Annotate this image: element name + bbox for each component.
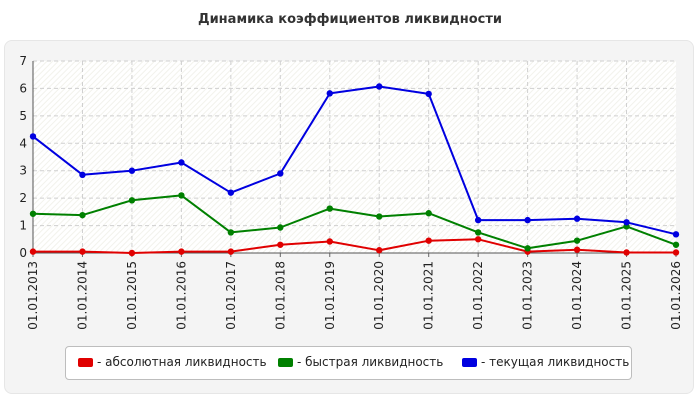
legend-item-current: - текущая ликвидность: [462, 355, 629, 369]
data-point: [524, 245, 531, 252]
x-tick-label: 01.01.2024: [570, 261, 584, 330]
data-point: [29, 133, 37, 140]
x-tick-label: 01.01.2015: [125, 261, 139, 330]
data-point: [277, 241, 284, 248]
data-point: [524, 216, 531, 224]
legend-label-current: - текущая ликвидность: [481, 355, 630, 369]
x-tick-label: 01.01.2026: [669, 261, 683, 330]
x-tick-label: 01.01.2022: [471, 261, 485, 330]
series-line-1: [32, 194, 677, 250]
data-point: [29, 248, 37, 255]
data-point: [128, 197, 136, 204]
data-point: [672, 231, 680, 238]
data-point: [277, 170, 284, 177]
data-point: [326, 238, 333, 245]
data-point: [573, 215, 581, 222]
legend-swatch-current: [462, 357, 477, 367]
data-point: [227, 248, 235, 255]
data-point: [178, 159, 185, 166]
legend-label-quick: - быстрая ликвидность: [297, 355, 444, 369]
legend-swatch-absolute: [78, 357, 93, 367]
legend-item-absolute: - абсолютная ликвидность: [78, 355, 267, 369]
legend-label-absolute: - абсолютная ликвидность: [97, 355, 267, 369]
data-point: [376, 213, 383, 220]
data-point: [79, 211, 86, 219]
x-tick-label: 01.01.2025: [620, 261, 634, 330]
data-point: [79, 248, 86, 255]
chart-title: Динамика коэффициентов ликвидности: [198, 12, 502, 27]
data-point: [376, 247, 383, 254]
data-point: [277, 224, 284, 231]
data-point: [474, 236, 482, 243]
data-point: [178, 248, 185, 255]
x-tick-label: 01.01.2014: [75, 261, 89, 330]
y-tick-label: 4: [19, 136, 27, 150]
data-point: [29, 210, 37, 217]
data-point: [128, 249, 136, 257]
legend-swatch-quick: [278, 357, 293, 367]
data-point: [474, 229, 482, 236]
x-tick-label: 01.01.2013: [26, 261, 40, 330]
data-point: [227, 229, 235, 236]
data-point: [573, 237, 581, 244]
x-tick-label: 01.01.2018: [273, 261, 287, 330]
data-point: [178, 192, 185, 199]
data-point: [326, 90, 333, 97]
data-point: [227, 189, 235, 196]
y-tick-label: 3: [19, 164, 27, 178]
x-tick-label: 01.01.2017: [224, 261, 238, 330]
x-tick-label: 01.01.2021: [422, 261, 436, 330]
x-tick-label: 01.01.2020: [372, 261, 386, 330]
data-point: [326, 205, 333, 212]
chart-legend: - абсолютная ликвидность - быстрая ликви…: [65, 346, 632, 380]
y-tick-label: 5: [19, 109, 27, 123]
data-point: [128, 167, 136, 174]
legend-item-quick: - быстрая ликвидность: [278, 355, 443, 369]
data-point: [672, 241, 680, 248]
data-point: [79, 171, 86, 179]
data-point: [672, 249, 680, 256]
series-line-0: [33, 238, 676, 254]
data-point: [474, 216, 482, 224]
y-tick-label: 6: [19, 81, 27, 95]
x-tick-label: 01.01.2016: [174, 261, 188, 330]
x-tick-label: 01.01.2019: [323, 261, 337, 330]
y-tick-label: 0: [19, 246, 27, 260]
data-point: [573, 246, 581, 253]
data-point: [425, 90, 432, 98]
data-point: [425, 237, 432, 244]
series-line-2: [32, 85, 677, 236]
y-tick-label: 7: [19, 54, 27, 68]
data-point: [376, 83, 383, 90]
data-point: [623, 219, 630, 226]
x-tick-label: 01.01.2023: [521, 261, 535, 330]
y-tick-label: 2: [19, 191, 27, 205]
plot-background: [33, 61, 676, 253]
data-point: [623, 249, 630, 256]
y-tick-label: 1: [19, 219, 27, 233]
data-point: [425, 210, 432, 217]
